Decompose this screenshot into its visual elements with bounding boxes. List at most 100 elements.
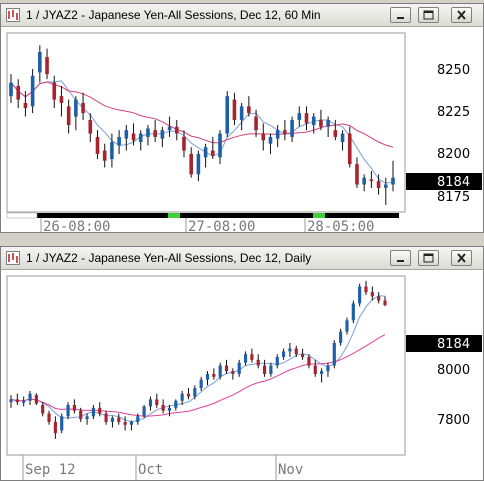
title-bar[interactable]: 1 / JYAZ2 - Japanese Yen-All Sessions, D… xyxy=(1,247,483,270)
candle-body xyxy=(212,373,216,377)
candle-body xyxy=(117,136,121,146)
title-bar[interactable]: 1 / JYAZ2 - Japanese Yen-All Sessions, D… xyxy=(1,4,483,27)
candle-body xyxy=(262,365,267,374)
price-label-8175: 8175 xyxy=(437,190,470,205)
minimize-button[interactable] xyxy=(390,250,411,266)
candle-body xyxy=(167,407,172,411)
candle xyxy=(362,174,366,192)
candle-body xyxy=(124,130,129,139)
candle xyxy=(283,119,287,141)
candle-body xyxy=(161,405,165,411)
price-chart-daily[interactable]: 8000 7800 8184 Sep 12 Oct Nov xyxy=(1,270,483,480)
candle xyxy=(30,68,35,114)
candle xyxy=(247,96,251,117)
maximize-button[interactable] xyxy=(418,250,439,266)
current-price-label: 8184 xyxy=(437,175,470,190)
candle xyxy=(148,396,153,411)
candle xyxy=(28,390,32,406)
candle-body xyxy=(211,150,215,156)
candle-body xyxy=(95,136,100,154)
candle-body xyxy=(85,416,89,420)
candle-body xyxy=(79,410,83,420)
candle xyxy=(383,296,387,307)
candle xyxy=(9,74,13,103)
candle-body xyxy=(275,357,279,366)
candle xyxy=(377,292,381,304)
current-price-box: 8184 xyxy=(406,173,482,190)
time-label-oct: Oct xyxy=(138,462,163,478)
close-button[interactable] xyxy=(451,250,472,266)
candle-body xyxy=(311,116,316,126)
price-axis: 8250 8225 8200 8175 xyxy=(437,63,470,205)
candle-body xyxy=(66,405,70,417)
candle-body xyxy=(15,399,19,403)
candle xyxy=(364,280,368,295)
candle xyxy=(237,359,241,377)
candle-body xyxy=(45,57,49,75)
candle xyxy=(218,362,222,380)
candle xyxy=(355,157,359,188)
candle-body xyxy=(369,179,374,182)
candle-body xyxy=(189,153,193,175)
candle xyxy=(290,116,294,143)
candle xyxy=(136,413,140,425)
candle-body xyxy=(391,177,395,185)
current-price-label: 8184 xyxy=(437,337,470,352)
candle xyxy=(196,150,201,182)
candle-body xyxy=(218,133,222,158)
candle-body xyxy=(98,407,102,414)
price-label-8250: 8250 xyxy=(437,63,470,78)
candle-body xyxy=(9,82,13,97)
candle-body xyxy=(110,417,115,422)
maximize-button[interactable] xyxy=(418,7,439,23)
candle-body xyxy=(326,119,330,127)
candle-body xyxy=(232,99,237,120)
candle xyxy=(199,376,203,391)
candle-body xyxy=(256,359,260,366)
candle-body xyxy=(47,413,51,422)
minimize-button[interactable] xyxy=(390,7,411,23)
candle-body xyxy=(340,133,345,143)
candle-body xyxy=(319,119,323,127)
candle xyxy=(256,354,260,369)
candle xyxy=(124,125,129,151)
candle-body xyxy=(196,153,201,175)
candle xyxy=(261,123,266,151)
chart-app-icon xyxy=(6,251,20,265)
candle xyxy=(225,91,230,137)
candle xyxy=(345,317,349,335)
candle-body xyxy=(237,362,241,374)
candle xyxy=(38,45,42,83)
candle-body xyxy=(307,357,311,366)
candle xyxy=(45,48,49,80)
candle-body xyxy=(297,113,302,120)
candle-body xyxy=(28,393,32,401)
candle xyxy=(79,407,83,422)
time-label-nov: Nov xyxy=(278,462,303,478)
candle-body xyxy=(174,400,178,408)
candle-body xyxy=(294,348,298,355)
session-bar xyxy=(6,212,399,219)
candle xyxy=(155,393,159,408)
candle xyxy=(72,399,76,414)
candle-body xyxy=(182,136,186,151)
price-chart-60min[interactable]: 8250 8225 8200 8175 8184 26-08:00 27-08:… xyxy=(1,27,483,232)
candle xyxy=(391,160,395,192)
candle xyxy=(231,368,235,380)
candle xyxy=(320,368,324,383)
candle xyxy=(16,79,21,109)
candle-body xyxy=(225,96,230,134)
candle-body xyxy=(362,177,366,185)
candle xyxy=(153,119,157,143)
price-label-8200: 8200 xyxy=(437,147,470,162)
moving-average-fast xyxy=(10,295,386,423)
candle-body xyxy=(110,142,114,160)
close-button[interactable] xyxy=(451,7,472,23)
candle xyxy=(81,92,85,120)
candle xyxy=(339,328,343,346)
price-axis: 8000 7800 xyxy=(437,363,470,428)
candle-body xyxy=(91,407,95,417)
candle xyxy=(34,393,38,406)
candle-body xyxy=(131,133,136,141)
candle xyxy=(319,109,323,131)
